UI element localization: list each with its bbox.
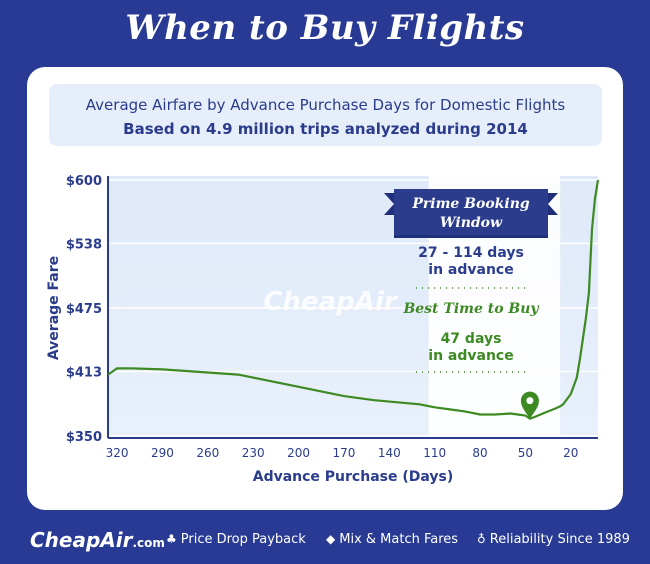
x-tick-label: 320	[106, 446, 129, 460]
feature-label: Reliability Since 1989	[489, 532, 630, 547]
watermark-text: CheapAir	[263, 287, 398, 317]
feature-price-drop: ♣ Price Drop Payback	[166, 532, 306, 547]
x-tick-label: 170	[332, 446, 355, 460]
x-tick-label: 110	[423, 446, 446, 460]
subtitle-box	[49, 84, 602, 146]
best-suffix: in advance	[428, 348, 513, 364]
x-tick-label: 200	[287, 446, 310, 460]
banner-line-1: Prime Booking	[411, 196, 530, 212]
y-tick-label: $413	[66, 365, 102, 380]
y-tick-label: $475	[66, 302, 102, 317]
x-axis-label: Advance Purchase (Days)	[252, 469, 454, 485]
chart-source-note: Based on 4.9 million trips analyzed duri…	[123, 120, 528, 138]
best-days: 47 days	[441, 331, 502, 347]
x-tick-label: 80	[472, 446, 487, 460]
fare-line	[107, 179, 600, 420]
y-tick-label: $350	[66, 430, 102, 445]
y-tick-label: $600	[66, 174, 102, 189]
x-tick-label: 20	[563, 446, 578, 460]
best-time-pin-icon	[520, 391, 539, 419]
ribbon-icon: ♁	[477, 532, 486, 546]
x-tick-label: 50	[518, 446, 533, 460]
best-time-title: Best Time to Buy	[402, 301, 539, 317]
feature-label: Price Drop Payback	[180, 532, 306, 547]
x-tick-label: 140	[378, 446, 401, 460]
window-range: 27 - 114 days	[418, 245, 524, 261]
feature-label: Mix & Match Fares	[339, 532, 459, 547]
x-tick-label: 260	[196, 446, 219, 460]
banner-line-2: Window	[440, 215, 503, 231]
chart-subtitle: Average Airfare by Advance Purchase Days…	[85, 96, 566, 114]
x-tick-label: 290	[151, 446, 174, 460]
window-suffix: in advance	[428, 262, 513, 278]
y-tick-label: $538	[66, 237, 102, 252]
x-tick-label: 230	[242, 446, 265, 460]
feature-mix-match: ◆ Mix & Match Fares	[326, 532, 458, 547]
feature-reliability: ♁ Reliability Since 1989	[477, 532, 630, 547]
clover-icon: ♣	[166, 532, 177, 546]
logo-suffix: .com	[132, 536, 165, 550]
page-title: When to Buy Flights	[125, 8, 525, 48]
prime-booking-banner: Prime Booking Window	[384, 189, 558, 238]
tag-icon: ◆	[326, 532, 336, 546]
cheapair-logo: CheapAir.com	[30, 528, 165, 552]
y-axis-label: Average Fare	[46, 255, 62, 361]
logo-text: CheapAir	[30, 528, 133, 552]
